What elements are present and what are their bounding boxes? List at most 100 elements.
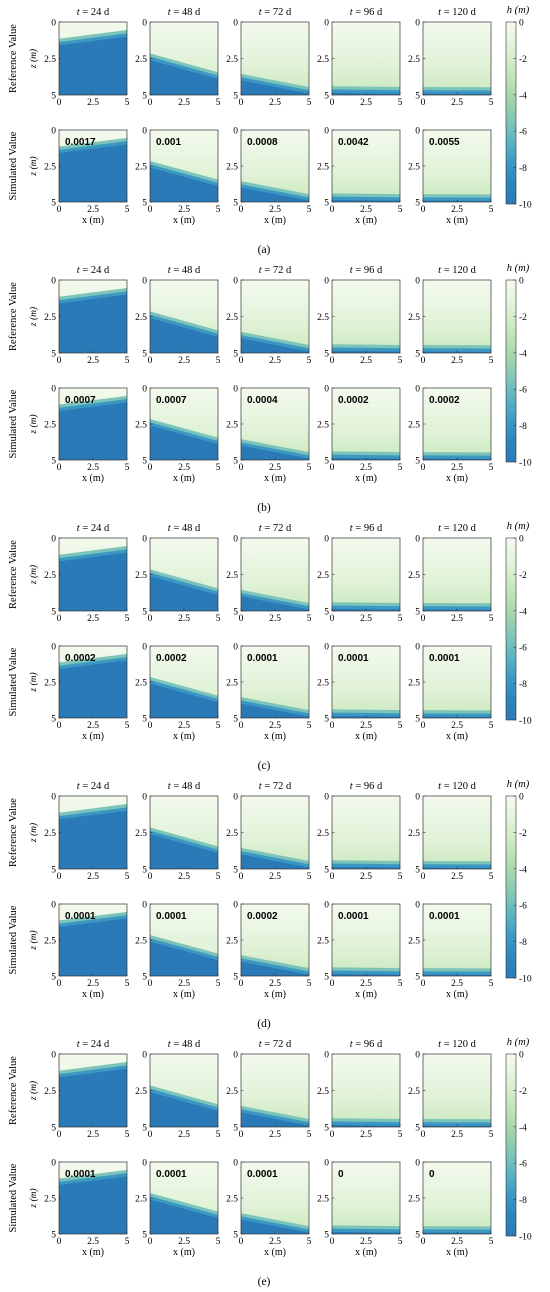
x-tick-label: 0 bbox=[421, 1130, 426, 1140]
simulated-error-value: 0.0002 bbox=[156, 653, 187, 664]
colorbar-tick-label: -6 bbox=[519, 644, 527, 654]
row-label-reference: Reference Value bbox=[8, 24, 19, 93]
x-tick-label: 2.5 bbox=[360, 205, 372, 215]
simulated-error-value: 0.0001 bbox=[247, 653, 278, 664]
y-tick-label: 5 bbox=[142, 1231, 147, 1241]
y-tick-label: 0 bbox=[415, 535, 420, 545]
field-upper bbox=[332, 1162, 400, 1234]
x-tick-label: 0 bbox=[239, 1130, 244, 1140]
colorbar-tick-label: -8 bbox=[519, 164, 527, 174]
saturated-zone bbox=[59, 660, 127, 718]
y-tick-label: 5 bbox=[51, 1231, 56, 1241]
saturated-zone bbox=[150, 833, 218, 869]
y-tick-label: 2.5 bbox=[135, 421, 147, 431]
time-value: = 24 d bbox=[80, 781, 110, 792]
x-tick-label: 5 bbox=[489, 1237, 494, 1247]
time-header: t = 120 d bbox=[438, 781, 476, 792]
colorbar-title: h (m) bbox=[507, 263, 530, 274]
x-tick-label: 2.5 bbox=[178, 1237, 190, 1247]
y-tick-label: 0 bbox=[324, 1051, 329, 1061]
y-tick-label: 0 bbox=[324, 385, 329, 395]
saturated-zone bbox=[59, 294, 127, 353]
simulated-error-value: 0.0004 bbox=[247, 395, 278, 406]
x-tick-label: 0 bbox=[330, 1130, 335, 1140]
y-tick-label: 2.5 bbox=[226, 421, 238, 431]
y-tick-label: 0 bbox=[324, 901, 329, 911]
x-tick-label: 0 bbox=[239, 356, 244, 366]
x-tick-label: 2.5 bbox=[451, 1237, 463, 1247]
x-tick-label: 5 bbox=[216, 979, 221, 989]
x-tick-label: 0 bbox=[57, 614, 62, 624]
x-tick-label: 5 bbox=[307, 356, 312, 366]
y-tick-label: 5 bbox=[51, 199, 56, 209]
y-tick-label: 2.5 bbox=[408, 55, 420, 65]
saturated-zone bbox=[241, 854, 309, 869]
y-tick-label: 5 bbox=[233, 1231, 238, 1241]
y-tick-label: 0 bbox=[415, 793, 420, 803]
y-tick-label: 2.5 bbox=[317, 937, 329, 947]
y-tick-label: 5 bbox=[142, 866, 147, 876]
y-tick-label: 2.5 bbox=[135, 313, 147, 323]
time-header: t = 120 d bbox=[438, 1039, 476, 1050]
y-tick-label: 2.5 bbox=[408, 679, 420, 689]
x-tick-label: 2.5 bbox=[360, 1237, 372, 1247]
colorbar-tick-label: -8 bbox=[519, 422, 527, 432]
x-tick-label: 5 bbox=[125, 463, 130, 473]
x-tick-label: 0 bbox=[421, 872, 426, 882]
x-tick-label: 5 bbox=[489, 1130, 494, 1140]
y-tick-label: 5 bbox=[324, 199, 329, 209]
x-tick-label: 5 bbox=[125, 1237, 130, 1247]
y-tick-label: 5 bbox=[415, 350, 420, 360]
y-axis-label: z (m) bbox=[28, 823, 39, 843]
simulated-error-value: 0.0001 bbox=[65, 911, 96, 922]
x-tick-label: 5 bbox=[398, 1237, 403, 1247]
y-tick-label: 5 bbox=[415, 608, 420, 618]
row-label-reference: Reference Value bbox=[8, 540, 19, 609]
y-tick-label: 0 bbox=[233, 277, 238, 287]
x-tick-label: 5 bbox=[216, 614, 221, 624]
y-tick-label: 0 bbox=[51, 535, 56, 545]
x-tick-label: 5 bbox=[398, 872, 403, 882]
y-tick-label: 5 bbox=[233, 457, 238, 467]
y-tick-label: 2.5 bbox=[317, 163, 329, 173]
x-tick-label: 5 bbox=[489, 98, 494, 108]
colorbar-tick-label: 0 bbox=[519, 793, 524, 803]
y-tick-label: 5 bbox=[142, 350, 147, 360]
y-tick-label: 2.5 bbox=[408, 829, 420, 839]
x-tick-label: 0 bbox=[421, 721, 426, 731]
time-header: t = 120 d bbox=[438, 7, 476, 18]
time-header: t = 24 d bbox=[77, 523, 110, 534]
colorbar-tick-label: -6 bbox=[519, 902, 527, 912]
colorbar-tick-label: -2 bbox=[519, 313, 527, 323]
time-header: t = 96 d bbox=[350, 265, 383, 276]
y-tick-label: 2.5 bbox=[135, 163, 147, 173]
saturated-zone bbox=[241, 338, 309, 353]
saturated-zone bbox=[241, 187, 309, 202]
simulated-error-value: 0.0008 bbox=[247, 137, 278, 148]
time-symbol: t bbox=[438, 523, 442, 534]
simulated-error-value: 0.0055 bbox=[429, 137, 460, 148]
field-upper bbox=[423, 22, 491, 95]
colorbar-tick-label: -8 bbox=[519, 938, 527, 948]
field-upper bbox=[332, 388, 400, 460]
x-tick-label: 0 bbox=[239, 205, 244, 215]
saturated-zone bbox=[241, 1219, 309, 1234]
saturated-zone bbox=[59, 1176, 127, 1234]
x-tick-label: 0 bbox=[57, 979, 62, 989]
x-tick-label: 5 bbox=[216, 356, 221, 366]
y-tick-label: 5 bbox=[233, 1124, 238, 1134]
x-tick-label: 5 bbox=[398, 463, 403, 473]
x-tick-label: 0 bbox=[330, 872, 335, 882]
y-tick-label: 0 bbox=[233, 1159, 238, 1169]
time-header: t = 120 d bbox=[438, 265, 476, 276]
x-tick-label: 0 bbox=[330, 205, 335, 215]
x-tick-label: 2.5 bbox=[360, 614, 372, 624]
simulated-error-value: 0.0007 bbox=[156, 395, 187, 406]
time-header: t = 120 d bbox=[438, 523, 476, 534]
field-upper bbox=[423, 280, 491, 353]
y-tick-label: 0 bbox=[233, 643, 238, 653]
time-symbol: t bbox=[168, 265, 172, 276]
time-header: t = 24 d bbox=[77, 265, 110, 276]
x-tick-label: 2.5 bbox=[360, 1130, 372, 1140]
